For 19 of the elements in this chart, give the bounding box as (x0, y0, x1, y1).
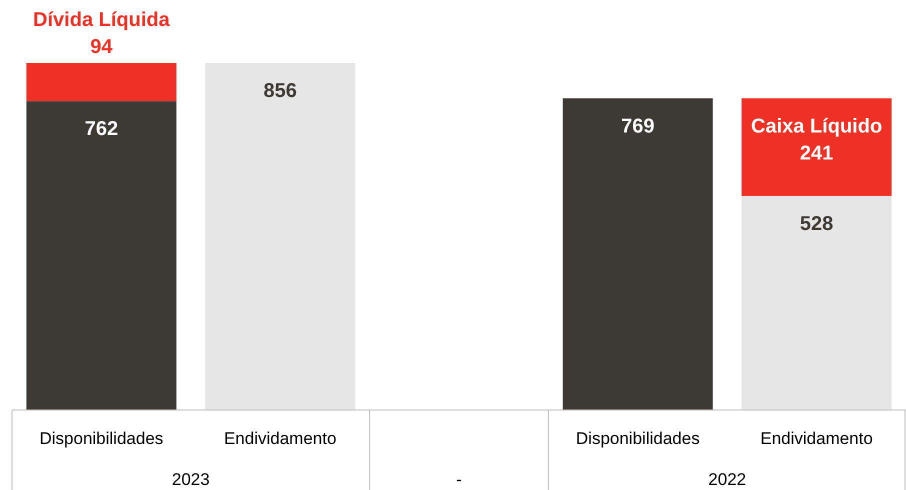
data-label: 762 (84, 118, 118, 140)
bar (26, 101, 176, 410)
text: - (456, 470, 462, 489)
text: 2023 (172, 470, 210, 489)
data-label: 528 (800, 212, 834, 235)
data-label: Dívida Líquida 94 (33, 9, 171, 58)
x-tick-label: Disponibilidades (39, 429, 164, 448)
data-label: 856 (264, 80, 297, 102)
x-tick-label: Endividamento (224, 429, 336, 448)
bar (562, 98, 713, 410)
bar (26, 63, 176, 102)
bar (742, 196, 892, 410)
bar (742, 98, 892, 196)
x-tick-label: Endividamento (760, 429, 873, 448)
x-tick-label: Disponibilidades (576, 429, 700, 448)
text: 2022 (708, 470, 746, 489)
data-label: 769 (621, 115, 654, 138)
bar (205, 63, 356, 410)
data-label: Caixa Líquido 241 (751, 115, 882, 164)
